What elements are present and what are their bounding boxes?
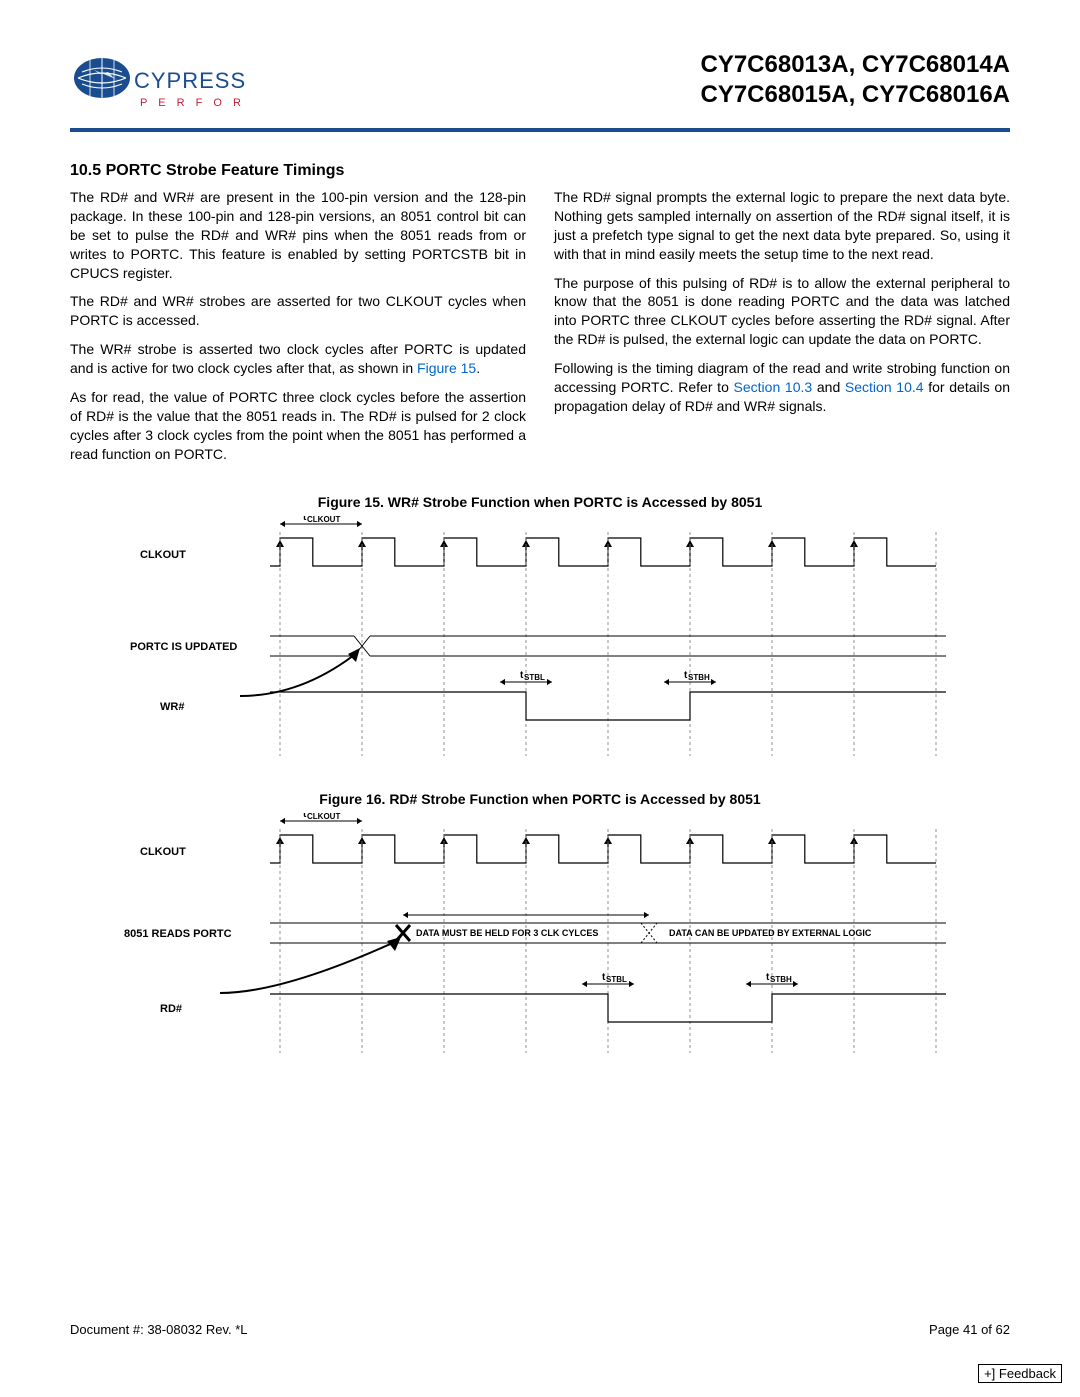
- svg-text:STBL: STBL: [524, 673, 545, 682]
- svg-text:DATA MUST BE HELD FOR 3 CLK CY: DATA MUST BE HELD FOR 3 CLK CYLCES: [416, 928, 598, 938]
- para: Following is the timing diagram of the r…: [554, 359, 1010, 416]
- column-right: The RD# signal prompts the external logi…: [554, 188, 1010, 474]
- figure-15-caption: Figure 15. WR# Strobe Function when PORT…: [70, 494, 1010, 510]
- svg-text:WR#: WR#: [160, 701, 184, 713]
- para: The RD# and WR# strobes are asserted for…: [70, 292, 526, 330]
- svg-text:RD#: RD#: [160, 1003, 182, 1015]
- para: The RD# and WR# are present in the 100-p…: [70, 188, 526, 282]
- section-10-4-link[interactable]: Section 10.4: [845, 379, 924, 395]
- parts-line-1: CY7C68013A, CY7C68014A: [700, 50, 1010, 80]
- figure-15-link[interactable]: Figure 15: [417, 360, 476, 376]
- part-numbers: CY7C68013A, CY7C68014A CY7C68015A, CY7C6…: [700, 50, 1010, 110]
- document-number: Document #: 38-08032 Rev. *L: [70, 1322, 248, 1337]
- figure-16-caption: Figure 16. RD# Strobe Function when PORT…: [70, 791, 1010, 807]
- page-footer: Document #: 38-08032 Rev. *L Page 41 of …: [70, 1322, 1010, 1337]
- svg-text:DATA CAN BE UPDATED BY EXTERNA: DATA CAN BE UPDATED BY EXTERNAL LOGIC: [669, 928, 872, 938]
- svg-text:CLKOUT: CLKOUT: [307, 813, 340, 821]
- para: The purpose of this pulsing of RD# is to…: [554, 274, 1010, 350]
- svg-text:P E R F O R M: P E R F O R M: [140, 97, 250, 109]
- para: As for read, the value of PORTC three cl…: [70, 388, 526, 464]
- svg-text:CLKOUT: CLKOUT: [140, 549, 186, 561]
- section-heading: 10.5 PORTC Strobe Feature Timings: [70, 162, 1010, 180]
- column-left: The RD# and WR# are present in the 100-p…: [70, 188, 526, 474]
- page-header: CYPRESS P E R F O R M CY7C68013A, CY7C68…: [70, 50, 1010, 132]
- para: The WR# strobe is asserted two clock cyc…: [70, 340, 526, 378]
- figure-15-diagram: tCLKOUTCLKOUTPORTC IS UPDATEDWR#tSTBLtST…: [110, 516, 970, 761]
- svg-text:CLKOUT: CLKOUT: [307, 516, 340, 524]
- figure-16-diagram: tCLKOUTCLKOUT8051 READS PORTCDATA MUST B…: [110, 813, 970, 1058]
- feedback-button[interactable]: +] Feedback: [978, 1364, 1062, 1383]
- page-number: Page 41 of 62: [929, 1322, 1010, 1337]
- body-columns: The RD# and WR# are present in the 100-p…: [70, 188, 1010, 474]
- parts-line-2: CY7C68015A, CY7C68016A: [700, 80, 1010, 110]
- logo: CYPRESS P E R F O R M: [70, 50, 250, 120]
- svg-text:STBH: STBH: [688, 673, 710, 682]
- svg-text:CLKOUT: CLKOUT: [140, 846, 186, 858]
- para: The RD# signal prompts the external logi…: [554, 188, 1010, 264]
- svg-text:STBH: STBH: [770, 975, 792, 984]
- svg-text:STBL: STBL: [606, 975, 627, 984]
- section-10-3-link[interactable]: Section 10.3: [734, 379, 813, 395]
- svg-text:PORTC IS UPDATED: PORTC IS UPDATED: [130, 641, 237, 653]
- svg-text:8051 READS PORTC: 8051 READS PORTC: [124, 928, 232, 940]
- cypress-logo-icon: CYPRESS P E R F O R M: [70, 50, 250, 120]
- svg-text:CYPRESS: CYPRESS: [134, 68, 246, 93]
